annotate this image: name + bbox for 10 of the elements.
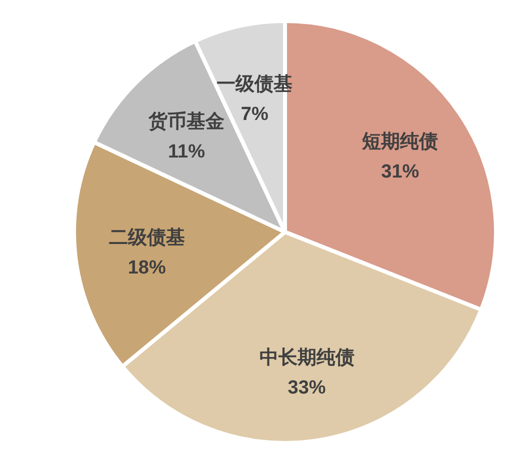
slice-label: 短期纯债: [361, 132, 438, 153]
slice-label: 一级债基: [216, 73, 293, 96]
slice-label: 二级债基: [108, 226, 185, 248]
data-label: 33%: [288, 378, 326, 399]
data-label: 11%: [168, 142, 206, 163]
slice-label: 中长期纯债: [259, 346, 354, 369]
data-label: 31%: [381, 162, 420, 183]
data-label: 18%: [128, 257, 166, 278]
slice-label: 货币基金: [148, 110, 225, 133]
data-label: 7%: [240, 104, 268, 126]
